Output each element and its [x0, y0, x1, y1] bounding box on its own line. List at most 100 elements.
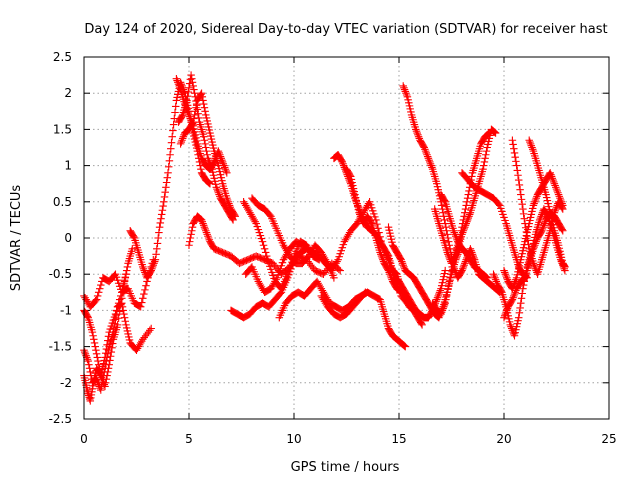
data-point-marker — [269, 271, 277, 280]
data-point-marker — [545, 202, 553, 211]
data-point-marker — [204, 123, 213, 131]
data-point-marker — [107, 322, 116, 330]
data-point-marker — [100, 356, 109, 365]
data-point-marker — [498, 207, 506, 216]
data-point-marker — [338, 243, 347, 252]
data-point-marker — [139, 294, 147, 303]
data-point-marker — [312, 267, 321, 275]
data-point-marker — [246, 254, 255, 263]
data-point-marker — [129, 233, 138, 241]
data-point-marker — [231, 212, 239, 221]
data-point-marker — [108, 319, 117, 327]
data-point-marker — [191, 107, 200, 116]
data-point-marker — [241, 257, 249, 265]
data-series — [176, 89, 239, 221]
data-point-marker — [559, 227, 567, 235]
data-point-marker — [405, 102, 414, 110]
data-point-marker — [160, 193, 169, 201]
data-point-marker — [528, 204, 537, 213]
data-series — [458, 169, 531, 282]
data-point-marker — [211, 245, 220, 254]
data-point-marker — [238, 258, 246, 266]
data-point-marker — [510, 149, 519, 157]
data-point-marker — [495, 200, 503, 208]
data-point-marker — [93, 292, 102, 300]
data-point-marker — [433, 179, 441, 188]
data-point-marker — [185, 241, 193, 249]
data-point-marker — [239, 257, 248, 266]
y-tick-label: -1 — [60, 303, 72, 317]
data-point-marker — [113, 303, 122, 311]
data-point-marker — [84, 357, 92, 365]
data-point-marker — [237, 258, 245, 267]
data-point-marker — [372, 216, 380, 224]
data-point-marker — [519, 243, 528, 252]
data-point-marker — [346, 172, 355, 181]
data-point-marker — [558, 256, 566, 265]
data-point-marker — [169, 126, 177, 135]
data-point-marker — [440, 216, 449, 224]
data-point-marker — [221, 249, 230, 258]
data-point-marker — [125, 336, 134, 344]
data-point-marker — [207, 135, 216, 143]
data-point-marker — [441, 299, 449, 307]
data-point-marker — [556, 250, 565, 259]
data-point-marker — [190, 111, 199, 119]
data-point-marker — [396, 254, 405, 263]
data-point-marker — [119, 306, 127, 315]
data-point-marker — [210, 245, 218, 253]
data-point-marker — [484, 137, 493, 146]
data-point-marker — [183, 92, 192, 100]
data-point-marker — [311, 266, 319, 275]
data-point-marker — [485, 129, 494, 137]
data-point-marker — [437, 284, 445, 293]
data-point-marker — [441, 219, 449, 228]
data-point-marker — [446, 245, 454, 253]
data-point-marker — [89, 331, 97, 340]
data-point-marker — [465, 187, 473, 195]
data-point-marker — [192, 103, 200, 112]
data-point-marker — [109, 316, 118, 324]
data-point-marker — [519, 210, 528, 218]
chart-title: Day 124 of 2020, Sidereal Day-to-day VTE… — [84, 22, 607, 37]
data-point-marker — [98, 365, 106, 374]
data-point-marker — [202, 111, 210, 119]
data-point-marker — [440, 269, 449, 278]
data-point-marker — [542, 190, 550, 199]
data-point-marker — [172, 96, 181, 105]
data-point-marker — [360, 289, 369, 298]
data-point-marker — [367, 204, 376, 212]
data-point-marker — [195, 114, 203, 122]
data-point-marker — [199, 132, 208, 141]
data-point-marker — [456, 234, 464, 242]
data-point-marker — [262, 252, 271, 260]
data-point-marker — [336, 266, 344, 275]
data-point-marker — [91, 296, 100, 305]
data-point-marker — [122, 324, 131, 332]
data-point-marker — [157, 214, 165, 223]
data-point-marker — [163, 173, 172, 182]
data-point-marker — [447, 266, 456, 275]
x-tick-label: 25 — [601, 432, 616, 446]
data-point-marker — [186, 234, 195, 242]
data-point-marker — [512, 322, 521, 331]
data-point-marker — [197, 165, 205, 173]
data-point-marker — [201, 140, 209, 148]
data-point-marker — [198, 93, 207, 101]
data-point-marker — [337, 246, 345, 255]
data-point-marker — [505, 315, 513, 323]
data-point-marker — [512, 161, 521, 170]
data-point-marker — [259, 241, 268, 249]
data-point-marker — [462, 201, 470, 210]
data-point-marker — [118, 285, 127, 294]
y-tick-label: 2 — [64, 86, 72, 100]
data-point-marker — [484, 140, 492, 149]
data-point-marker — [200, 103, 209, 112]
data-point-marker — [156, 219, 165, 227]
data-point-marker — [384, 223, 393, 231]
data-point-marker — [253, 252, 262, 261]
data-point-marker — [115, 295, 124, 304]
data-point-marker — [518, 200, 526, 208]
data-point-marker — [371, 213, 379, 221]
data-point-marker — [190, 85, 198, 94]
